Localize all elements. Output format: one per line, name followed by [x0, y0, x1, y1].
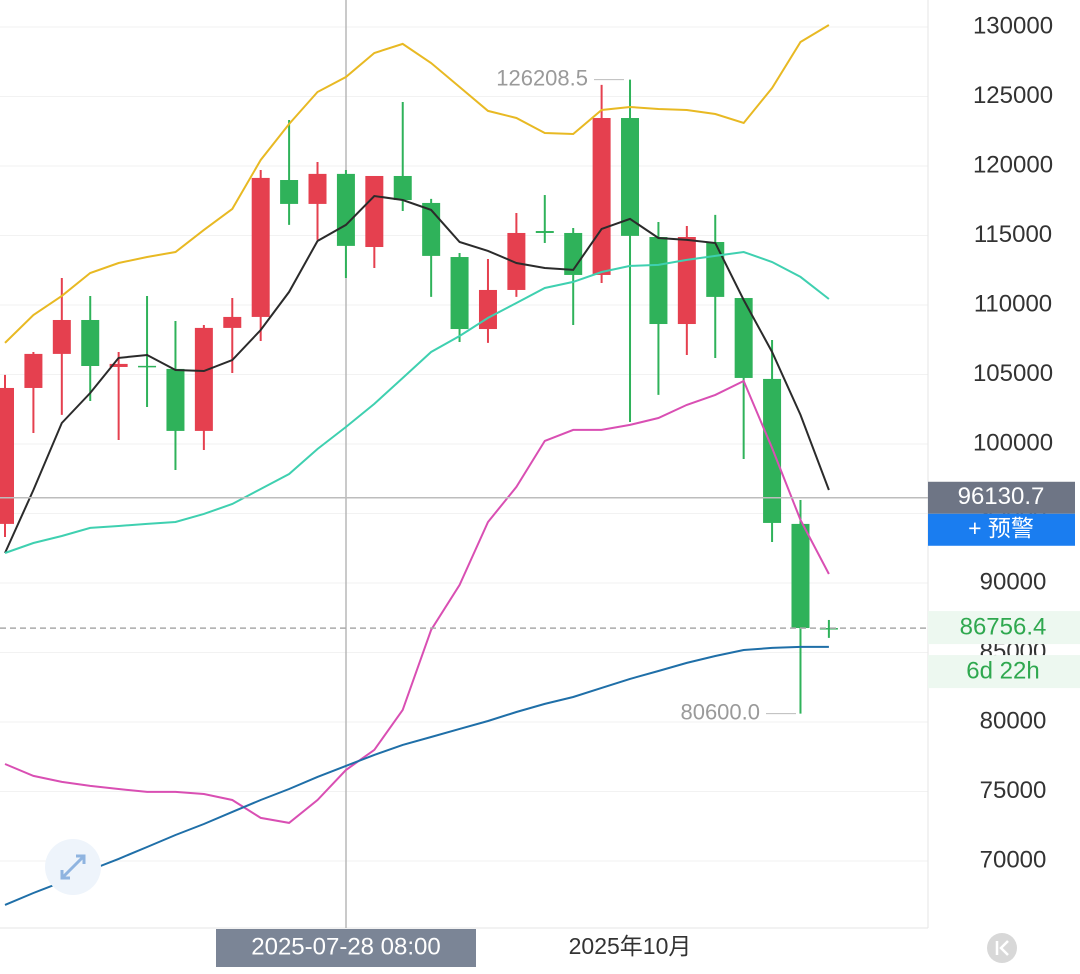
indicator-line [4, 645, 829, 906]
candle-body [280, 180, 299, 204]
candle-body [706, 242, 725, 297]
candle-body [336, 173, 355, 246]
x-axis-label: 2025年10月 [569, 933, 692, 959]
candle-body [109, 363, 128, 367]
candle-body [0, 387, 14, 524]
scroll-latest-icon[interactable] [995, 940, 1009, 956]
countdown-box [928, 655, 1080, 689]
current-price-box [928, 611, 1080, 645]
y-tick-label: 75000 [980, 777, 1047, 804]
candle-body [81, 319, 100, 367]
candle-body [223, 316, 242, 328]
annotation-label: 80600.0 [680, 699, 760, 724]
y-tick-label: 125000 [973, 82, 1053, 109]
indicator-line [4, 250, 830, 554]
candle-body [791, 523, 810, 629]
candle-body [677, 237, 696, 325]
y-tick-label: 115000 [974, 221, 1052, 248]
alert-button[interactable]: + 预警 [928, 513, 1075, 546]
indicator-line [4, 24, 830, 344]
candle-body [734, 298, 753, 378]
candle-body [138, 365, 157, 368]
y-tick-label: 110000 [974, 290, 1052, 317]
crosshair-price-box [928, 481, 1075, 514]
candle-body [621, 118, 640, 236]
candle-body [649, 237, 668, 325]
indicator-line [4, 194, 830, 554]
candle-body [24, 353, 43, 388]
candle-body [819, 628, 838, 630]
y-tick-label: 120000 [973, 151, 1053, 178]
crosshair-time-box [216, 929, 476, 967]
candle-body [535, 231, 554, 233]
candle-body [478, 289, 497, 330]
expand-icon[interactable] [60, 854, 86, 880]
crosshair-time-label: 2025-07-28 08:00 [251, 933, 441, 960]
candle-body [450, 257, 469, 330]
y-tick-label: 90000 [980, 568, 1047, 595]
countdown-label: 6d 22h [966, 657, 1039, 684]
y-tick-label: 100000 [973, 429, 1053, 456]
current-price-label: 86756.4 [960, 613, 1047, 640]
candle-body [308, 173, 327, 204]
alert-button-bg[interactable] [928, 513, 1075, 546]
candle-body [507, 232, 526, 290]
y-tick-label: 80000 [980, 707, 1047, 734]
candle-body [393, 175, 412, 201]
scroll-latest-button[interactable] [987, 933, 1017, 963]
y-tick-label: 130000 [973, 12, 1053, 39]
crosshair-price-label: 96130.7 [958, 483, 1045, 510]
candle-body [52, 319, 71, 354]
annotation-label: 126208.5 [496, 65, 588, 90]
indicator-line [4, 379, 830, 824]
y-tick-label: 105000 [973, 360, 1053, 387]
candle-body [763, 378, 782, 523]
y-tick-label: 70000 [980, 846, 1047, 873]
candle-body [365, 175, 384, 248]
candle-body [251, 177, 270, 317]
candle-body [194, 327, 213, 431]
expand-button[interactable] [45, 839, 101, 895]
candle-body [166, 368, 185, 431]
candle-body [592, 118, 611, 275]
alert-button-label[interactable]: + 预警 [968, 515, 1034, 541]
